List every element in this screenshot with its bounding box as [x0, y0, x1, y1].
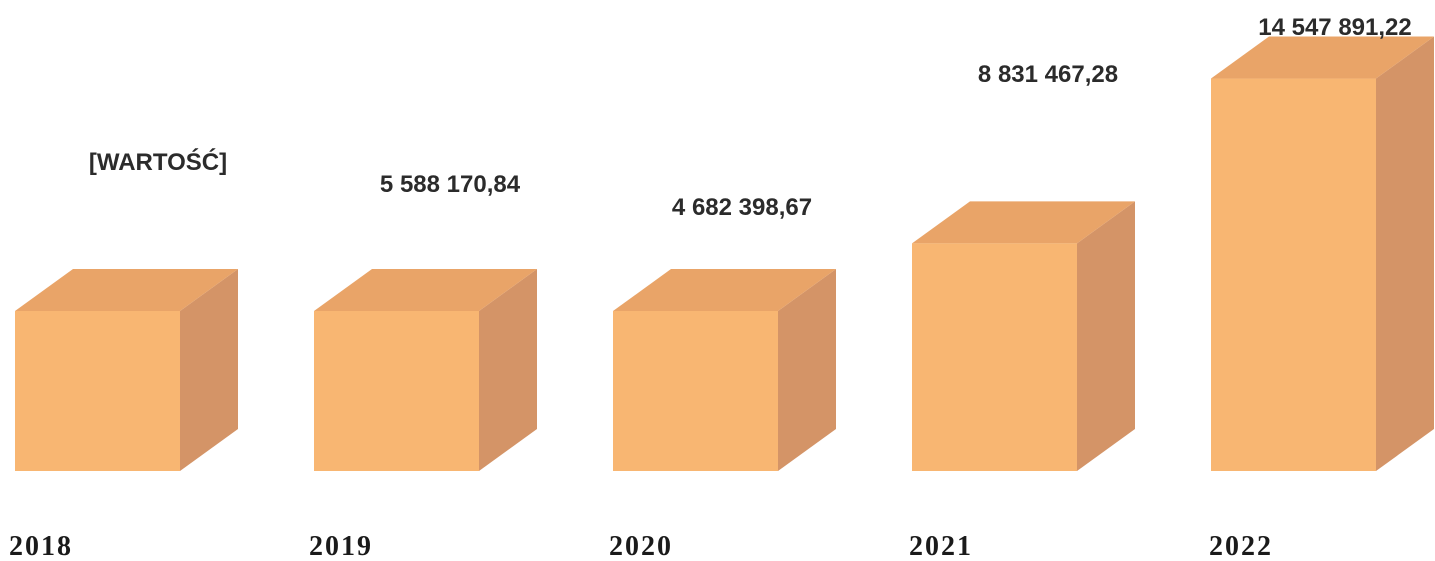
category-label-2022: 2022	[1209, 531, 1273, 561]
bar-side-face	[180, 269, 238, 471]
bar-side-face	[1077, 201, 1135, 471]
bar-front-face	[912, 243, 1077, 471]
bar-top-face	[15, 269, 238, 311]
data-label-2020: 4 682 398,67	[672, 194, 812, 221]
bar-top-face	[613, 269, 836, 311]
bar-2021	[912, 201, 1135, 471]
labels-group: [WARTOŚĆ] 2018 5 588 170,84 2019 4 682 398,6…	[9, 14, 1412, 561]
bars-group	[15, 36, 1434, 472]
bar-top-face	[1211, 36, 1434, 79]
bar-front-face	[1211, 78, 1376, 472]
category-label-2018: 2018	[9, 531, 73, 561]
category-label-2020: 2020	[609, 531, 673, 561]
category-label-2021: 2021	[909, 531, 973, 561]
bar-side-face	[479, 269, 537, 471]
bar-side-face	[1376, 36, 1434, 472]
data-label-2018: [WARTOŚĆ]	[89, 148, 227, 176]
bar-2018	[15, 269, 238, 471]
bar-top-face	[314, 269, 537, 311]
bar-front-face	[15, 311, 180, 471]
bar-top-face	[912, 201, 1135, 244]
bar-2022	[1211, 36, 1434, 472]
category-label-2019: 2019	[309, 531, 373, 561]
data-label-2019: 5 588 170,84	[380, 171, 521, 198]
bar-2019	[314, 269, 537, 471]
bar-front-face	[613, 311, 778, 471]
bar-2020	[613, 269, 836, 471]
data-label-2021: 8 831 467,28	[978, 61, 1118, 88]
data-label-2022: 14 547 891,22	[1258, 14, 1411, 41]
bar-side-face	[778, 269, 836, 471]
bar-front-face	[314, 311, 479, 471]
